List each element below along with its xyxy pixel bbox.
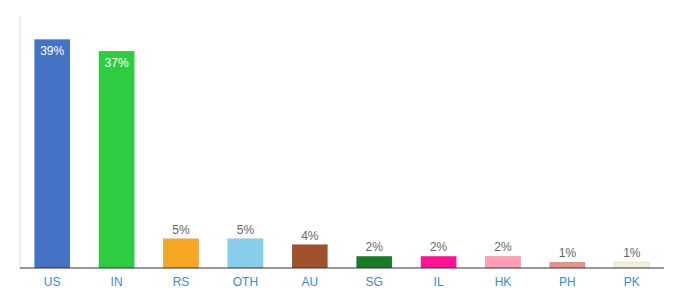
x-tick-label: IL: [434, 275, 444, 289]
bar: [163, 239, 198, 268]
data-label: 2%: [430, 240, 448, 254]
x-tick-label: US: [44, 275, 61, 289]
data-labels: 39% 37% 5% 5% 4% 2% 2% 2% 1% 1%: [40, 44, 641, 260]
data-label: 2%: [366, 240, 384, 254]
bars: [34, 39, 649, 268]
bar: [34, 39, 69, 268]
chart-container: 39% 37% 5% 5% 4% 2% 2% 2% 1% 1% US IN RS OTH AU SG IL HK P…: [0, 0, 680, 300]
data-label: 4%: [301, 229, 319, 243]
bar: [356, 256, 391, 268]
data-label: 37%: [105, 56, 129, 70]
x-tick-label: PK: [624, 275, 640, 289]
x-tick-labels: US IN RS OTH AU SG IL HK PH PK: [44, 275, 640, 289]
bar: [485, 256, 520, 268]
data-label: 1%: [623, 246, 641, 260]
x-tick-label: IN: [111, 275, 123, 289]
x-axis-line: [20, 268, 664, 269]
x-tick-label: PH: [559, 275, 576, 289]
y-axis-line: [20, 16, 21, 268]
bar: [614, 262, 649, 268]
x-tick-label: AU: [301, 275, 318, 289]
bar: [421, 256, 456, 268]
bar: [292, 245, 327, 268]
bar: [99, 51, 134, 268]
x-tick-label: RS: [173, 275, 190, 289]
data-label: 5%: [172, 223, 190, 237]
data-label: 39%: [40, 44, 64, 58]
bar: [550, 262, 585, 268]
x-tick-label: OTH: [233, 275, 258, 289]
chart-svg: 39% 37% 5% 5% 4% 2% 2% 2% 1% 1% US IN RS OTH AU SG IL HK P…: [0, 0, 680, 300]
data-label: 1%: [559, 246, 577, 260]
x-tick-label: HK: [495, 275, 512, 289]
bar: [228, 239, 263, 268]
data-label: 5%: [237, 223, 255, 237]
x-tick-label: SG: [366, 275, 383, 289]
data-label: 2%: [494, 240, 512, 254]
